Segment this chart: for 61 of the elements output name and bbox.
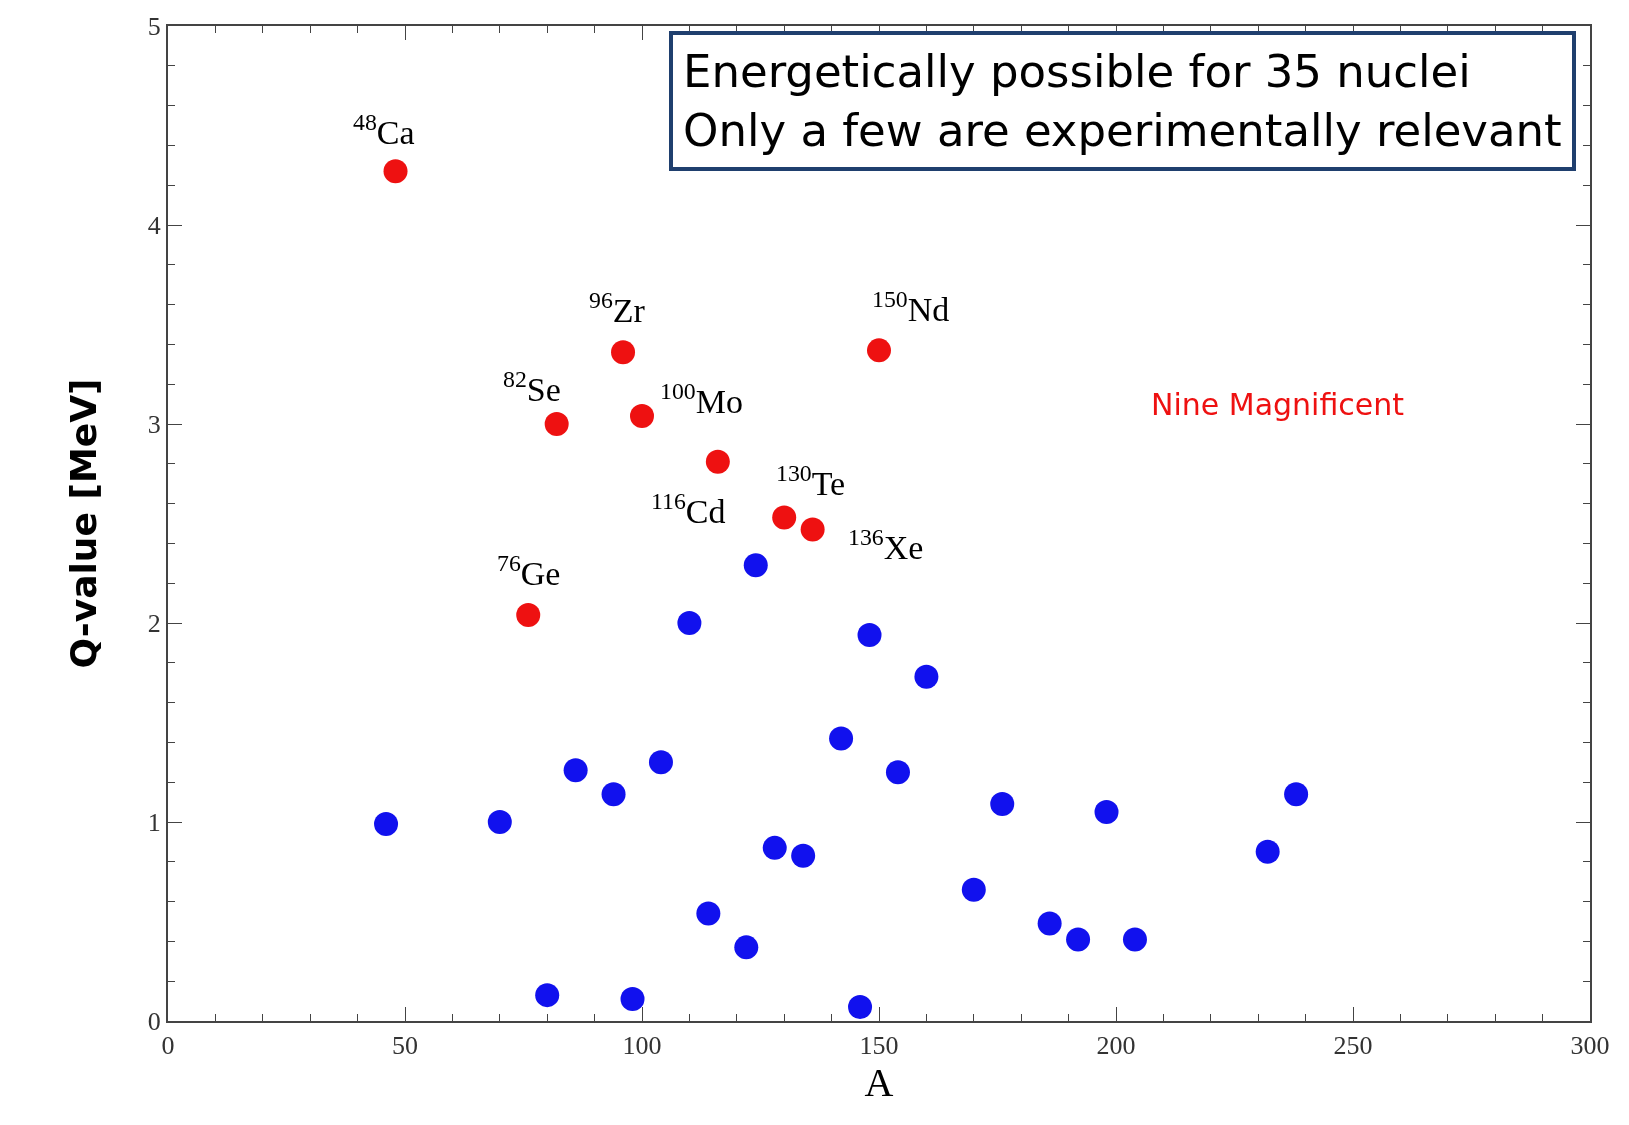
point — [516, 603, 541, 628]
annotation: $^{100}$Mo — [660, 378, 743, 421]
y-tick-label: 5 — [147, 12, 161, 42]
point — [857, 622, 882, 647]
annotation: $^{82}$Se — [503, 366, 561, 409]
x-tick-label: 300 — [1570, 1031, 1610, 1061]
point — [1284, 782, 1309, 807]
x-tick-label: 200 — [1096, 1031, 1136, 1061]
point — [1122, 927, 1147, 952]
annotation: $^{150}$Nd — [872, 286, 950, 329]
point — [867, 338, 891, 363]
x-tick-label: 250 — [1333, 1031, 1373, 1061]
point — [677, 611, 702, 635]
point — [791, 843, 816, 868]
point — [563, 758, 588, 783]
annotation: $^{48}$Ca — [353, 109, 415, 152]
point — [961, 877, 986, 902]
point — [829, 726, 854, 751]
point — [705, 449, 730, 474]
y-axis-title: Q-value [MeV] — [63, 378, 105, 669]
annotation: $^{130}$Te — [776, 460, 846, 503]
y-tick-label: 4 — [147, 211, 161, 241]
x-tick-label: 150 — [859, 1031, 899, 1061]
text: Nine Magnificent — [1151, 387, 1405, 422]
point — [1037, 911, 1062, 936]
point — [762, 835, 787, 860]
point — [914, 664, 939, 689]
annotation: Only a few are experimentally relevant — [683, 103, 1562, 157]
x-tick-label: 100 — [622, 1031, 662, 1061]
point — [374, 811, 399, 836]
annotation: $^{136}$Xe — [848, 524, 924, 567]
y-tick-label: 2 — [147, 609, 161, 639]
point — [848, 995, 873, 1020]
point — [535, 983, 560, 1008]
x-tick-label: 50 — [392, 1031, 418, 1061]
point — [611, 340, 636, 365]
point — [1094, 800, 1119, 825]
annotation: $^{76}$Ge — [497, 550, 561, 593]
point — [743, 553, 768, 578]
point — [630, 404, 654, 429]
point — [696, 901, 721, 926]
point — [487, 810, 512, 834]
point — [383, 159, 408, 184]
point — [990, 792, 1015, 817]
point — [648, 750, 673, 775]
annotation: $^{116}$Cd — [651, 488, 726, 531]
annotation: $^{96}$Zr — [589, 287, 646, 330]
point — [800, 517, 825, 542]
point — [1255, 839, 1280, 864]
y-tick-label: 1 — [147, 808, 161, 838]
point — [620, 987, 645, 1012]
point — [601, 782, 626, 807]
point — [544, 412, 569, 436]
point — [885, 760, 910, 785]
point — [772, 505, 797, 530]
point — [734, 935, 759, 960]
y-tick-label: 0 — [147, 1007, 161, 1037]
y-tick-label: 3 — [147, 410, 161, 440]
x-axis-title: A — [864, 1060, 894, 1106]
point — [1066, 927, 1091, 952]
annotation: Energetically possible for 35 nuclei — [683, 45, 1471, 98]
